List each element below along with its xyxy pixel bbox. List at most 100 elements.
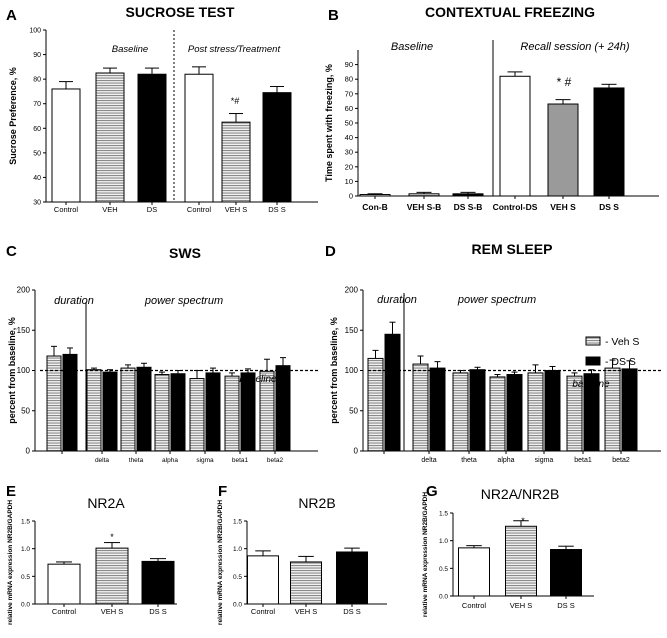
bar bbox=[290, 561, 322, 605]
section-label: Recall session (+ 24h) bbox=[520, 41, 629, 53]
x-tick-label: alpha bbox=[497, 457, 514, 464]
bar bbox=[550, 549, 582, 597]
significance-marker: * bbox=[391, 361, 395, 372]
y-tick-label: 60 bbox=[345, 104, 353, 113]
y-tick-label: 80 bbox=[33, 77, 41, 84]
y-tick-label: 1.0 bbox=[439, 538, 448, 545]
x-tick-label: sigma bbox=[535, 457, 554, 464]
y-tick-label: 0.5 bbox=[233, 574, 242, 581]
y-tick-label: 0 bbox=[349, 192, 353, 201]
y-tick-label: 20 bbox=[345, 162, 353, 171]
bar bbox=[384, 333, 401, 452]
chart-title: SWS bbox=[169, 245, 201, 261]
bar bbox=[137, 73, 167, 203]
panel-letter-c: C bbox=[6, 243, 17, 260]
bar bbox=[247, 555, 279, 605]
legend-swatch bbox=[585, 336, 601, 346]
bar bbox=[62, 353, 78, 452]
y-tick-label: 70 bbox=[345, 89, 353, 98]
chart-title: NR2B bbox=[298, 495, 335, 511]
significance-marker: * bbox=[110, 532, 114, 542]
chart-title: SUCROSE TEST bbox=[126, 4, 235, 20]
y-tick-label: 90 bbox=[33, 52, 41, 59]
x-tick-label: DS S bbox=[343, 607, 361, 616]
y-tick-label: 50 bbox=[33, 150, 41, 157]
y-axis-label: relative mRNA expression NR2B/GAPDH bbox=[7, 500, 14, 625]
bar bbox=[95, 547, 129, 605]
bar bbox=[458, 547, 490, 597]
y-tick-label: 10 bbox=[345, 177, 353, 186]
section-label: Post stress/Treatment bbox=[188, 44, 281, 55]
x-tick-label: theta bbox=[461, 457, 477, 464]
x-tick-label: Control-DS bbox=[493, 202, 538, 212]
chart-sws: SWS percent from baseline, % 0 50 100 150 200 d… bbox=[7, 245, 318, 464]
section-label: duration bbox=[54, 295, 94, 307]
chart-nr2b: NR2B relative mRNA expression NR2B/GAPDH 0… bbox=[217, 495, 387, 625]
bar bbox=[412, 363, 429, 452]
bar bbox=[336, 551, 368, 605]
x-tick-label: DS S bbox=[149, 607, 167, 616]
bar bbox=[46, 355, 62, 452]
y-tick-label: 60 bbox=[33, 126, 41, 133]
x-tick-label: VEH S bbox=[550, 202, 576, 212]
section-label: duration bbox=[377, 294, 417, 306]
bar bbox=[47, 563, 81, 605]
x-tick-label: VEH S bbox=[101, 607, 124, 616]
x-tick-label: beta1 bbox=[232, 457, 249, 464]
bar bbox=[408, 193, 440, 197]
panel-letter-d: D bbox=[325, 243, 336, 260]
bar bbox=[621, 368, 638, 452]
section-label: power spectrum bbox=[457, 294, 536, 306]
bar bbox=[51, 88, 81, 203]
significance-marker: *# bbox=[231, 96, 240, 106]
legend-label: - DS S bbox=[605, 356, 636, 368]
y-tick-label: 0 bbox=[26, 447, 31, 456]
significance-marker: * # bbox=[557, 75, 572, 89]
x-tick-label: beta1 bbox=[574, 457, 592, 464]
y-tick-label: 200 bbox=[345, 286, 359, 295]
bar bbox=[120, 367, 136, 452]
x-tick-label: VEH S-B bbox=[407, 202, 441, 212]
chart-title: NR2A/NR2B bbox=[481, 486, 560, 502]
bar bbox=[102, 371, 118, 452]
bar bbox=[86, 369, 102, 452]
y-axis-label: percent from baseline, % bbox=[329, 317, 339, 424]
y-tick-label: 1.0 bbox=[233, 546, 242, 553]
chart-nr2a: NR2A relative mRNA expression NR2B/GAPDH 0… bbox=[7, 495, 177, 625]
x-tick-label: DS S bbox=[268, 205, 286, 214]
bar bbox=[141, 560, 175, 605]
x-tick-label: beta2 bbox=[267, 457, 284, 464]
bar bbox=[452, 372, 469, 452]
chart-sucrose-test: SUCROSE TEST Sucrose Preference, % 30 40 50 6… bbox=[8, 4, 318, 214]
x-tick-label: VEH S bbox=[510, 601, 533, 610]
y-tick-label: 90 bbox=[345, 60, 353, 69]
x-tick-label: delta bbox=[95, 457, 109, 464]
bar bbox=[184, 73, 214, 203]
bar bbox=[224, 375, 240, 452]
y-tick-label: 40 bbox=[33, 175, 41, 182]
y-tick-label: 40 bbox=[345, 133, 353, 142]
y-tick-label: 30 bbox=[33, 200, 41, 207]
y-tick-label: 1.5 bbox=[439, 511, 448, 518]
x-tick-label: DS S bbox=[557, 601, 575, 610]
x-tick-label: VEH S bbox=[295, 607, 318, 616]
y-tick-label: 70 bbox=[33, 101, 41, 108]
bar bbox=[593, 87, 625, 197]
bar bbox=[154, 374, 170, 452]
x-tick-label: DS S bbox=[599, 202, 619, 212]
bar bbox=[275, 365, 291, 452]
y-tick-label: 50 bbox=[345, 119, 353, 128]
x-tick-label: theta bbox=[129, 457, 144, 464]
x-tick-label: Control bbox=[54, 205, 79, 214]
bar bbox=[359, 194, 391, 197]
y-tick-label: 0.5 bbox=[21, 574, 30, 581]
x-tick-label: beta2 bbox=[612, 457, 630, 464]
y-tick-label: 0.5 bbox=[439, 566, 448, 573]
bar bbox=[189, 378, 205, 452]
bar bbox=[544, 370, 561, 452]
section-label: Baseline bbox=[391, 41, 433, 53]
y-axis-label: relative mRNA expression NR2B/GAPDH bbox=[422, 492, 429, 617]
bar bbox=[547, 103, 579, 197]
y-tick-label: 0 bbox=[354, 447, 359, 456]
